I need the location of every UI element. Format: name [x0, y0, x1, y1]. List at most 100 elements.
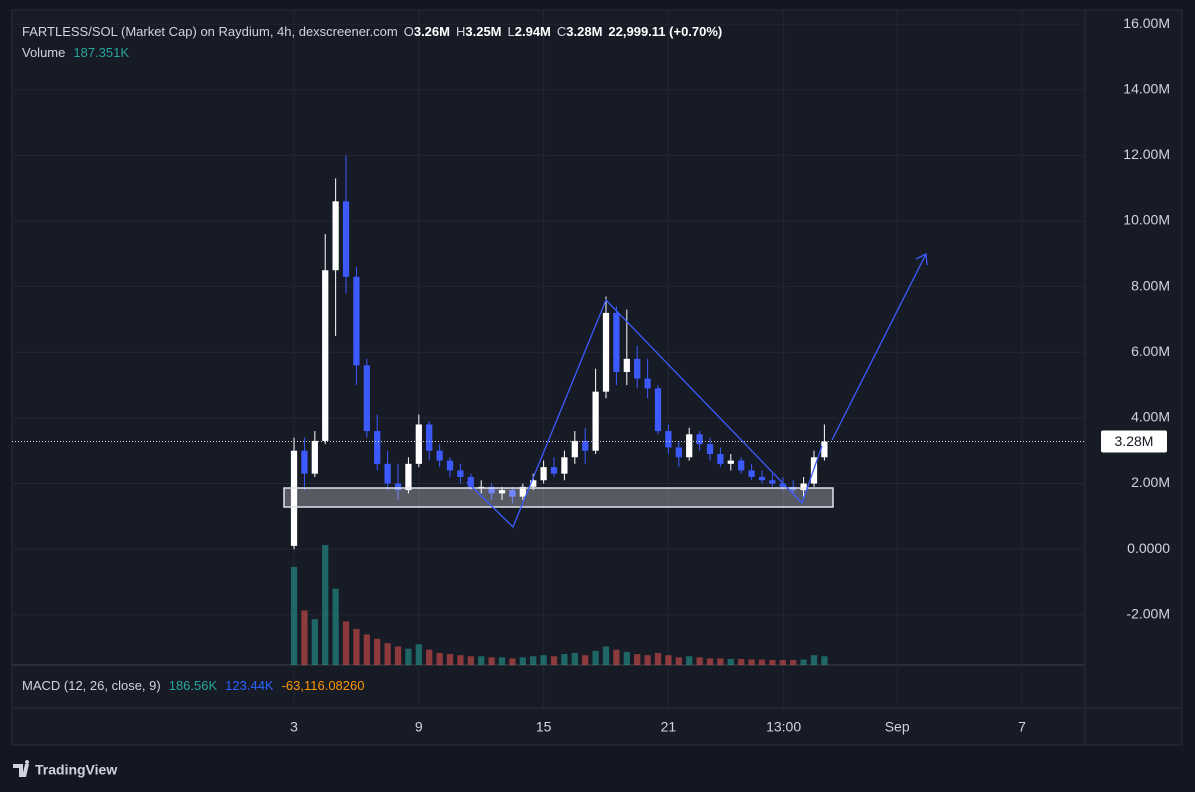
y-tick-label: 6.00M [1131, 343, 1170, 359]
volume-bar [717, 658, 724, 665]
ohlc-key: O [404, 24, 414, 39]
volume-bar [790, 660, 797, 665]
candle-body [561, 457, 568, 474]
y-tick-label: -2.00M [1126, 605, 1170, 621]
macd-histogram: -63,116.08260 [282, 678, 365, 693]
volume-bar [405, 648, 412, 665]
volume-label: Volume [22, 45, 65, 60]
candle-body [457, 470, 464, 477]
volume-bar [582, 655, 589, 665]
volume-bar [467, 656, 474, 665]
candle-body [436, 450, 443, 461]
volume-bar [821, 656, 828, 665]
volume-bar [415, 644, 422, 665]
volume-value: 187.351K [73, 45, 129, 60]
volume-bar [530, 656, 537, 665]
volume-bar [686, 656, 693, 665]
candle-body [311, 440, 318, 474]
volume-bar [436, 653, 443, 665]
candle-body [301, 450, 308, 474]
candle-body [384, 463, 391, 484]
volume-bar [446, 654, 454, 665]
volume-bar [363, 634, 370, 665]
volume-bar [519, 657, 526, 665]
change: 22,999.11 (+0.70%) [608, 24, 722, 39]
candle-body [374, 431, 381, 464]
candle-body [488, 486, 495, 494]
candle-body [446, 460, 454, 471]
x-tick-label: 15 [536, 719, 552, 735]
volume-bar [478, 656, 485, 665]
candle-body [675, 447, 682, 458]
candle-body [353, 276, 360, 366]
volume-bar [654, 653, 662, 665]
candle-body [519, 486, 526, 497]
candle-body [779, 483, 786, 487]
pattern-line [466, 298, 823, 529]
volume-bar [810, 655, 818, 665]
volume-bar [769, 660, 776, 665]
last-price-box [1101, 430, 1167, 453]
y-tick-label: 12.00M [1123, 146, 1170, 162]
volume-bar [509, 658, 516, 665]
candle-body [800, 483, 807, 491]
volume-bar [613, 649, 620, 665]
y-tick-label: 14.00M [1123, 80, 1170, 96]
candle-body [415, 424, 422, 464]
candle-body [332, 201, 339, 271]
volume-bar [748, 659, 755, 665]
legend-title: FARTLESS/SOL (Market Cap) on Raydium, 4h… [22, 24, 398, 39]
candle-body [821, 441, 828, 458]
volume-bar [374, 638, 381, 665]
volume-bar [498, 657, 506, 665]
candle-body [363, 365, 370, 432]
volume-bar [311, 619, 318, 665]
candle-body [696, 434, 703, 445]
volume-bar [800, 659, 807, 665]
candle-body [602, 312, 610, 392]
ohlc-value: 3.28M [566, 24, 602, 39]
volume-bar [290, 566, 298, 665]
candle-body [748, 470, 755, 477]
panel [11, 9, 1183, 746]
volume-bar [623, 651, 630, 665]
candle-body [426, 424, 433, 451]
volume-bar [322, 545, 329, 665]
arrow-line [831, 253, 927, 441]
candle-body [405, 463, 412, 491]
volume-bar [426, 649, 433, 665]
x-tick-label: 21 [661, 719, 677, 735]
volume-bar [738, 659, 745, 665]
x-tick-label: 9 [415, 719, 423, 735]
logo-icon [13, 760, 30, 777]
macd-label: MACD (12, 26, close, 9) [22, 678, 161, 693]
volume-bar [332, 588, 339, 665]
macd-signal: 123.44K [225, 678, 274, 693]
volume-bar [561, 654, 568, 665]
y-tick-label: 0.0000 [1127, 540, 1170, 556]
candle-body [550, 467, 558, 474]
candle-body [769, 480, 776, 484]
volume-bar [488, 657, 495, 665]
volume-bar [675, 657, 682, 665]
candle-body [571, 440, 578, 458]
macd-value: 186.56K [169, 678, 218, 693]
volume-bar [644, 655, 651, 665]
volume-bar [384, 643, 391, 665]
logo-text: TradingView [35, 762, 117, 778]
candle-body [290, 450, 298, 546]
axes: 16.00M 14.00M 12.00M 10.00M 8.00M 6.00M 4.00M 2… [290, 15, 1170, 735]
last-price-label: 3.28M [1115, 433, 1154, 449]
x-tick-label: 3 [290, 719, 298, 735]
ohlc-value: 3.26M [414, 24, 450, 39]
volume-bar [342, 621, 350, 665]
candle-body [634, 358, 641, 379]
x-tick-label: 13:00 [766, 719, 801, 735]
candle-body [727, 460, 734, 464]
support-zone [283, 487, 834, 508]
ohlc-key: H [456, 24, 465, 39]
volume-bar [353, 629, 360, 665]
candle-layer [290, 155, 828, 550]
ohlc-key: C [557, 24, 566, 39]
